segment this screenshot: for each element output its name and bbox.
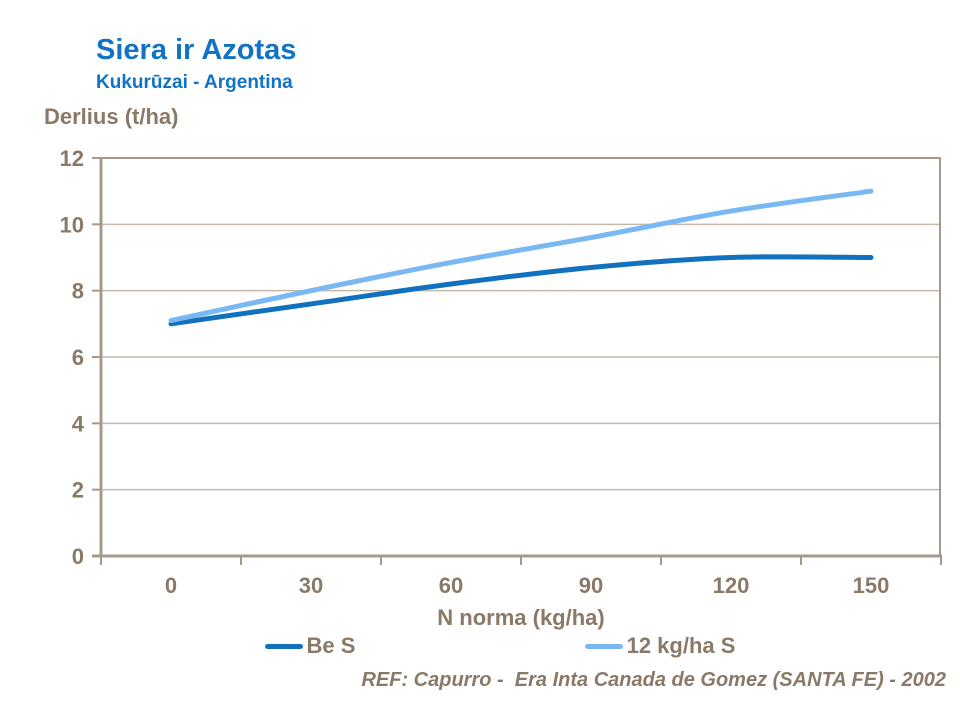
x-tick-label: 0 (165, 573, 177, 598)
y-tick-label: 8 (72, 279, 84, 304)
series-line-be-s (168, 254, 874, 327)
legend-item-be-s: Be S (264, 633, 356, 659)
legend-label: 12 kg/ha S (626, 633, 736, 658)
y-tick-label: 4 (72, 411, 85, 436)
chart-legend: Be S 12 kg/ha S (150, 631, 850, 661)
series-line-12-kg-ha-s (168, 188, 874, 324)
x-tick-label: 120 (713, 573, 750, 598)
y-tick-label: 12 (60, 146, 84, 171)
y-tick-label: 2 (72, 478, 84, 503)
y-axis-title: Derlius (t/ha) (44, 104, 179, 129)
reference-citation: REF: Capurro - Era Inta Canada de Gomez … (361, 669, 946, 691)
x-tick-label: 90 (579, 573, 603, 598)
x-axis-title: N norma (kg/ha) (437, 605, 605, 630)
legend-label: Be S (306, 633, 356, 658)
chart-subtitle: Kukurūzai - Argentina (96, 72, 293, 93)
legend-item-12kg-s: 12 kg/ha S (584, 633, 736, 659)
y-tick-label: 10 (60, 212, 84, 237)
x-tick-label: 150 (853, 573, 890, 598)
y-tick-label: 0 (72, 544, 84, 569)
y-tick-label: 6 (72, 345, 84, 370)
x-tick-label: 60 (439, 573, 463, 598)
x-tick-label: 30 (299, 573, 323, 598)
legend-marker-light-blue-line (584, 643, 623, 649)
legend-marker-dark-blue-line (264, 643, 303, 649)
chart-title: Siera ir Azotas (96, 34, 297, 66)
